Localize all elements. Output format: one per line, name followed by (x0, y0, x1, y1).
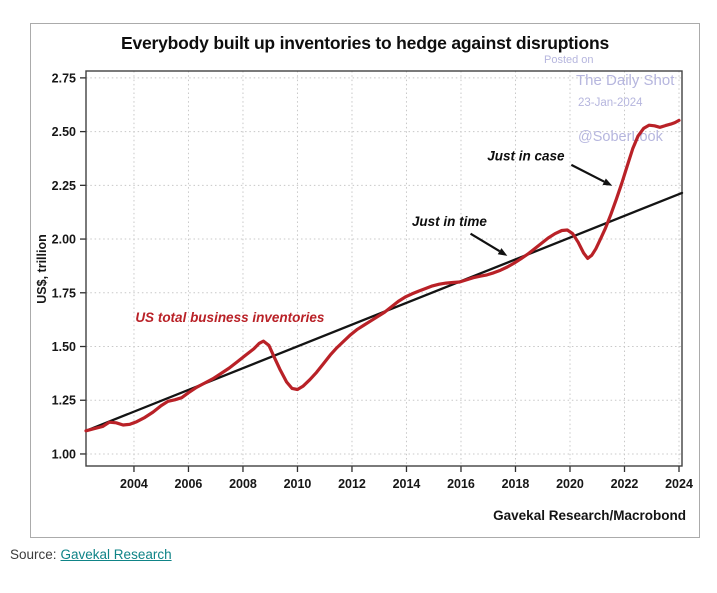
x-tick-label: 2012 (338, 477, 366, 491)
attribution-label: Gavekal Research/Macrobond (493, 508, 686, 523)
inventories-line (84, 118, 681, 433)
annotation-arrowhead-0 (497, 248, 508, 256)
chart-card: Everybody built up inventories to hedge … (30, 23, 700, 538)
x-tick-label: 2004 (120, 477, 148, 491)
y-tick-label: 1.50 (52, 340, 76, 354)
watermark-handle: @SoberLook (578, 129, 664, 145)
watermark-date: 23-Jan-2024 (578, 97, 643, 109)
x-tick-label: 2008 (229, 477, 257, 491)
y-tick-label: 1.25 (52, 394, 76, 408)
source-label: Source: (10, 547, 57, 562)
x-tick-label: 2022 (611, 477, 639, 491)
x-tick-label: 2010 (284, 477, 312, 491)
y-tick-label: 2.50 (52, 125, 76, 139)
annotation-arrow-1 (570, 163, 605, 183)
watermark-posted-on: Posted on (544, 54, 594, 66)
y-tick-label: 2.00 (52, 233, 76, 247)
x-tick-label: 2020 (556, 477, 584, 491)
y-tick-label: 1.00 (52, 447, 76, 461)
annotation-label-1: Just in case (487, 149, 565, 164)
y-tick-label: 2.25 (52, 179, 76, 193)
source-line: Source: Gavekal Research (10, 547, 717, 562)
annotation-arrow-0 (469, 232, 501, 253)
annotation-arrowhead-1 (602, 178, 613, 186)
plot-frame (85, 70, 683, 467)
annotation-label-0: Just in time (412, 214, 488, 229)
x-tick-label: 2016 (447, 477, 475, 491)
series-label: US total business inventories (135, 310, 325, 325)
y-axis-title: US$, trillion (35, 234, 49, 303)
inventories-line-chart: 1.00 1.25 1.50 1.75 2.00 2.25 2.50 2.75 2004 2006… (35, 54, 693, 523)
y-tick-label: 1.75 (52, 286, 76, 300)
x-tick-label: 2006 (175, 477, 203, 491)
x-tick-label: 2018 (502, 477, 530, 491)
x-tick-label: 2014 (393, 477, 421, 491)
source-link[interactable]: Gavekal Research (60, 547, 172, 562)
chart-title: Everybody built up inventories to hedge … (121, 33, 609, 53)
x-tick-label: 2024 (665, 477, 693, 491)
y-tick-label: 2.75 (52, 71, 76, 85)
watermark-site: The Daily Shot (576, 72, 675, 89)
